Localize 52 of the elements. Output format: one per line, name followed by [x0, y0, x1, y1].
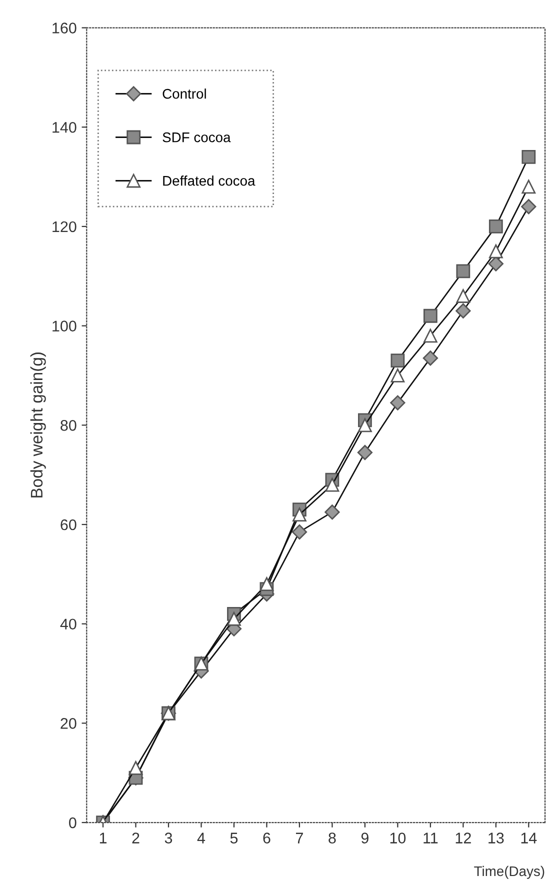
legend-label: Control [162, 88, 206, 99]
x-tick-label: 2 [132, 832, 140, 844]
point [522, 180, 536, 194]
point [488, 256, 504, 272]
point [292, 524, 308, 540]
x-tick-label: 14 [521, 832, 537, 844]
point [357, 444, 373, 460]
point [227, 612, 241, 626]
x-tick-label: 7 [296, 832, 303, 844]
x-tick-label: 3 [164, 832, 172, 844]
point [422, 350, 438, 366]
point [456, 264, 470, 278]
point [488, 220, 503, 234]
x-tick-label: 1 [100, 832, 107, 844]
point [390, 368, 405, 382]
x-tick-label: 13 [488, 832, 504, 844]
point [456, 289, 470, 303]
x-tick-label: 5 [230, 832, 238, 844]
point [292, 508, 306, 522]
y-tick-label: 100 [52, 320, 76, 332]
point [488, 244, 503, 258]
x-tick-label: 12 [456, 832, 471, 844]
y-tick-label: 80 [60, 420, 76, 431]
y-tick-label: 40 [60, 618, 76, 630]
x-tick-label: 8 [328, 832, 336, 844]
x-tick-label: 6 [263, 832, 270, 844]
x-tick-label: 4 [197, 832, 206, 844]
x-axis-title: Time(Days) [474, 866, 544, 879]
point [128, 760, 143, 775]
y-tick-label: 120 [52, 221, 76, 232]
y-tick-label: 160 [52, 22, 76, 34]
y-tick-label: 60 [60, 519, 76, 530]
point [521, 199, 536, 214]
y-tick-label: 20 [60, 718, 76, 729]
x-tick-label: 9 [361, 832, 368, 844]
point [390, 354, 405, 368]
legend-label: SDF cocoa [162, 132, 231, 142]
point [324, 504, 340, 520]
point [423, 328, 438, 343]
point [325, 478, 340, 492]
y-axis-title: Body weight gain(g) [30, 352, 46, 498]
legend-label: Deffated cocoa [163, 176, 256, 186]
point [358, 418, 372, 432]
y-tick-label: 140 [52, 122, 76, 133]
point [390, 395, 406, 410]
point [456, 303, 471, 318]
point [522, 150, 536, 164]
point [260, 577, 274, 592]
point [423, 308, 438, 323]
x-tick-label: 10 [390, 832, 406, 844]
x-tick-label: 11 [424, 832, 438, 844]
y-tick-label: 0 [69, 817, 76, 828]
